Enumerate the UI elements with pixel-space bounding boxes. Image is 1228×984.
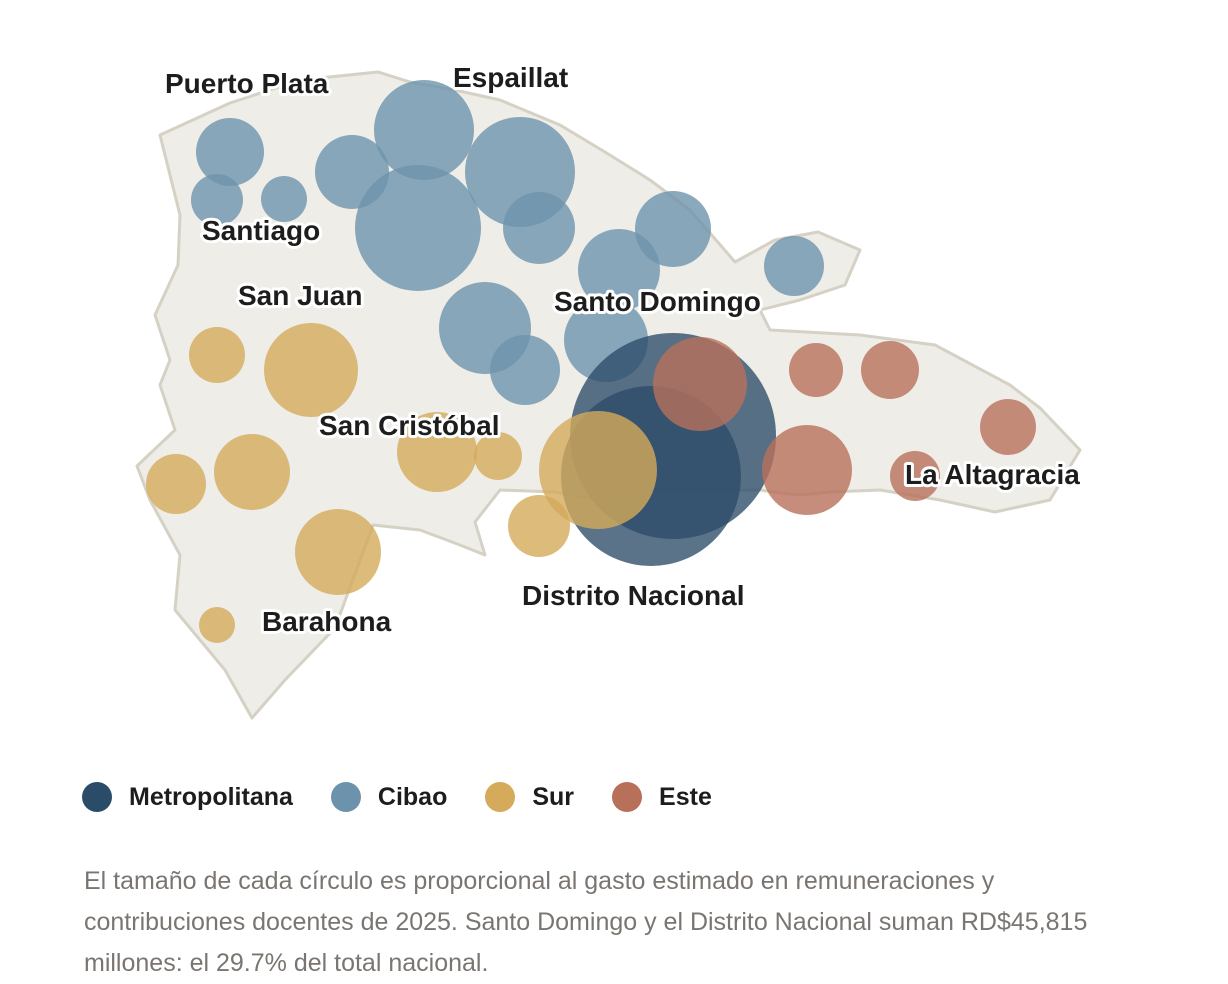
bubble-sur: [397, 412, 477, 492]
label-la-altagracia: La Altagracia: [905, 459, 1080, 490]
legend-swatch-metropolitana: [82, 782, 112, 812]
legend-label-sur: Sur: [532, 782, 575, 811]
label-santiago: Santiago: [202, 215, 320, 246]
bubble-sur: [214, 434, 290, 510]
legend: Metropolitana Cibao Sur Este: [82, 782, 750, 812]
legend-item-cibao: Cibao: [330, 782, 448, 812]
bubble-este: [861, 341, 919, 399]
bubble-este: [890, 451, 940, 501]
bubble-sur: [539, 411, 657, 529]
bubble-cibao: [490, 335, 560, 405]
label-puerto-plata: Puerto Plata: [165, 68, 329, 99]
bubble-cibao: [374, 80, 474, 180]
bubble-cibao: [261, 176, 307, 222]
bubble-sur: [295, 509, 381, 595]
legend-item-sur: Sur: [485, 782, 574, 812]
bubble-cibao: [196, 118, 264, 186]
bubble-cibao: [503, 192, 575, 264]
bubble-cibao: [191, 174, 243, 226]
legend-item-este: Este: [612, 782, 712, 812]
legend-label-este: Este: [659, 782, 712, 811]
bubble-sur: [189, 327, 245, 383]
legend-label-cibao: Cibao: [377, 782, 448, 811]
bubble-sur: [199, 607, 235, 643]
bubble-cibao: [764, 236, 824, 296]
legend-item-metropolitana: Metropolitana: [82, 782, 293, 812]
label-distrito-nacional: Distrito Nacional: [522, 580, 744, 611]
bubbles-layer: [146, 80, 1036, 643]
bubble-sur: [508, 495, 570, 557]
bubble-este: [789, 343, 843, 397]
bubble-cibao: [635, 191, 711, 267]
bubble-cibao: [355, 165, 481, 291]
label-barahona: Barahona: [262, 606, 392, 637]
bubble-sur: [264, 323, 358, 417]
caption: El tamaño de cada círculo es proporciona…: [84, 867, 1088, 977]
legend-label-metropolitana: Metropolitana: [129, 782, 293, 811]
bubble-este: [653, 337, 747, 431]
bubble-sur: [474, 432, 522, 480]
label-santo-domingo: Santo Domingo: [554, 286, 761, 317]
map: Puerto Plata Espaillat Santiago San Juan…: [135, 59, 1083, 720]
label-espaillat: Espaillat: [453, 62, 568, 93]
bubble-sur: [146, 454, 206, 514]
label-san-juan: San Juan: [238, 280, 362, 311]
legend-swatch-sur: [485, 782, 516, 812]
bubble-este: [980, 399, 1036, 455]
legend-swatch-este: [612, 782, 643, 812]
label-san-cristobal: San Cristóbal: [319, 410, 499, 441]
legend-swatch-cibao: [330, 782, 361, 812]
bubble-cibao: [578, 229, 660, 311]
labels-layer: Puerto Plata Espaillat Santiago San Juan…: [162, 59, 1083, 640]
bubble-este: [762, 425, 852, 515]
